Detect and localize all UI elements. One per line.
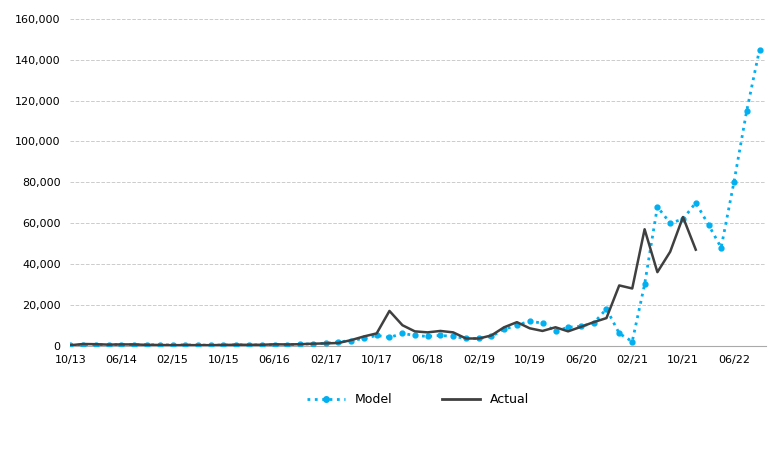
Legend: Model, Actual: Model, Actual bbox=[302, 388, 534, 411]
